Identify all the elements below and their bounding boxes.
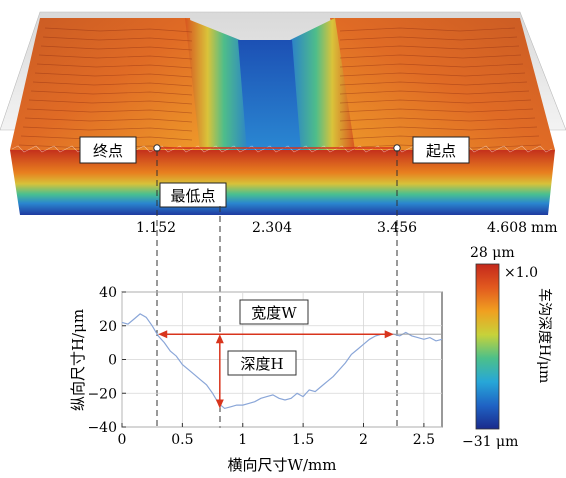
ridge-left-11 [22, 126, 193, 132]
surface-left-plateau [10, 18, 205, 150]
ridge-right-0 [339, 27, 516, 32]
y-tick-label-1: −20 [87, 386, 117, 402]
ridge-left-1 [42, 36, 193, 42]
ridge-right-4 [339, 63, 524, 68]
y-tick-label-3: 20 [99, 319, 117, 335]
lowest-label: 最低点 [170, 187, 215, 205]
end-label-box [79, 136, 137, 164]
x-tick-label-1: 0.5 [171, 432, 193, 448]
depth-arrow-head-bottom [215, 399, 224, 409]
surface-tick-label-3: 3.456 [377, 220, 417, 236]
ridge-left-2 [40, 45, 193, 51]
ridge-left-7 [30, 90, 193, 96]
start-label-box [412, 136, 470, 164]
ridge-right-9 [339, 108, 534, 113]
plot-annotations: 宽度W 深度H [158, 299, 442, 409]
width-arrow-head-right [384, 330, 394, 339]
ridge-right-8 [339, 99, 532, 104]
y-tick-label-0: −40 [87, 420, 117, 436]
ridge-left-9 [26, 108, 193, 114]
ridge-left-3 [38, 54, 193, 60]
width-label-box [239, 299, 309, 325]
width-arrow-head-left [158, 330, 168, 339]
start-label: 起点 [426, 142, 456, 160]
ridge-right-5 [339, 72, 526, 77]
lowest-label-box [159, 182, 227, 208]
colorbar-max-label: 28 μm [470, 245, 515, 261]
colorbar-title: 车沟深度H/μm [536, 288, 553, 383]
surface-valley [238, 40, 302, 165]
ridge-right-2 [339, 45, 520, 50]
x-tick-label-5: 2.5 [413, 432, 435, 448]
end-label: 终点 [93, 142, 123, 160]
y-tick-label-4: 40 [99, 285, 117, 301]
ridge-left-10 [24, 117, 193, 123]
ridge-left-4 [36, 63, 193, 69]
colorbar-bar [475, 263, 500, 430]
ridge-right-3 [339, 54, 522, 59]
ridge-right-7 [339, 90, 530, 95]
ridge-left-6 [32, 81, 193, 87]
surface-left-slope [185, 18, 250, 160]
colorbar: 28 μm ×1.0 车沟深度H/μm −31 μm [462, 245, 553, 450]
depth-label: 深度H [240, 355, 283, 373]
ridge-left-0 [44, 27, 193, 33]
x-axis-label: 横向尺寸W/mm [228, 456, 337, 474]
ridge-right-10 [339, 117, 536, 122]
surface-front-wall [10, 150, 555, 215]
surface-axis-unit: mm [531, 220, 558, 236]
colorbar-scale-label: ×1.0 [504, 265, 538, 281]
surface-tick-label-4: 4.608 [487, 220, 527, 236]
ridge-right-1 [339, 36, 518, 41]
colorbar-min-label: −31 μm [462, 434, 518, 450]
x-tick-label-0: 0 [118, 432, 127, 448]
x-tick-label-2: 1 [238, 432, 247, 448]
x-tick-label-3: 1.5 [292, 432, 314, 448]
width-label: 宽度W [251, 304, 297, 322]
depth-arrow-head-top [215, 334, 224, 344]
x-tick-label-4: 2 [359, 432, 368, 448]
y-tick-label-2: 0 [108, 353, 117, 369]
surface-3d [0, 11, 566, 215]
ridge-left-5 [34, 72, 193, 78]
surface-ridge-texture [18, 27, 542, 150]
surface-tick-label-1: 1.152 [136, 220, 176, 236]
plot-ticks: 0 0.5 1 1.5 2 2.5 −40 −20 0 20 40 [87, 285, 435, 448]
surface-right-plateau [330, 18, 555, 150]
surface-tick-label-2: 2.304 [252, 220, 292, 236]
depth-label-box [227, 350, 297, 376]
ridge-left-8 [28, 99, 193, 105]
ridge-right-11 [339, 126, 538, 131]
ridge-right-6 [339, 81, 528, 86]
surface-right-slope [290, 18, 355, 160]
y-axis-label: 纵向尺寸H/μm [69, 309, 87, 411]
